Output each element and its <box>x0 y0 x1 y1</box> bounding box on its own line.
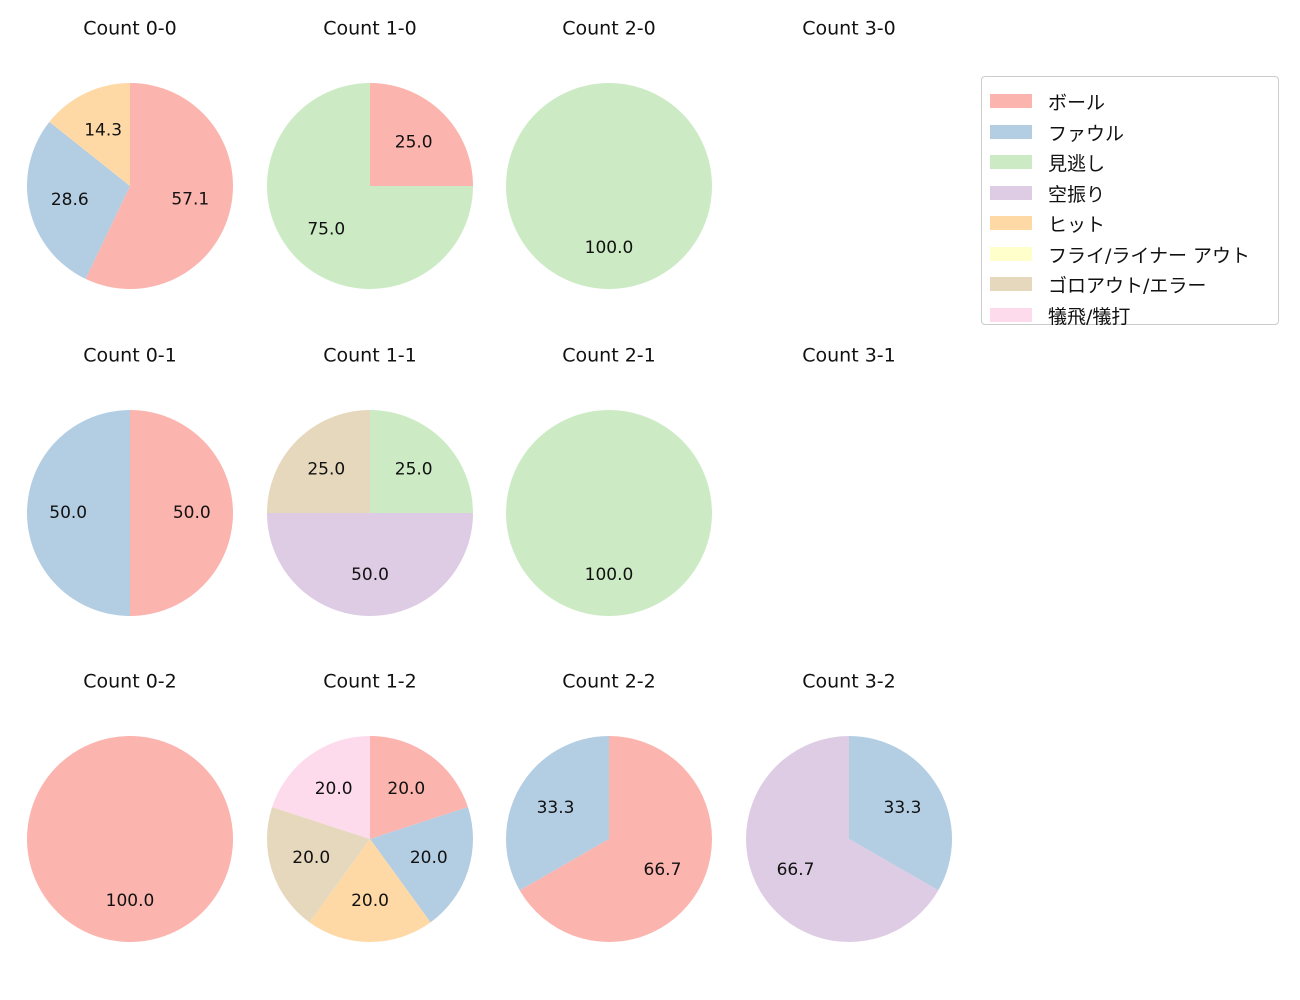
pie-title: Count 2-1 <box>562 345 656 367</box>
pie-data-label: 20.0 <box>410 848 448 868</box>
pie-title: Count 0-2 <box>83 671 177 693</box>
pie-slice-looking <box>267 83 473 289</box>
legend-label: 見逃し <box>1048 153 1106 175</box>
pie-slice-ball <box>85 83 233 290</box>
legend-item-ball: ボール <box>982 85 1278 115</box>
pie-data-label: 50.0 <box>49 503 87 523</box>
pie-slice-sacrifice <box>272 736 370 839</box>
legend-item-swinging: 空振り <box>982 177 1278 207</box>
pie-slice-foul <box>849 736 952 891</box>
pie-slice-hit <box>49 83 131 186</box>
pie-chart: Count 3-0 <box>802 18 896 40</box>
pie-data-label: 66.7 <box>644 860 682 880</box>
pie-chart: Count 2-0 100.0 <box>506 18 712 289</box>
legend-label: ボール <box>1048 92 1106 114</box>
pie-chart: Count 1-1 25.0 50.0 25.0 <box>267 345 473 616</box>
pie-slice-swinging <box>746 736 939 943</box>
pie-data-label: 14.3 <box>84 120 122 140</box>
pie-chart: Count 3-2 33.3 66.7 <box>746 671 952 943</box>
legend-label: 犠飛/犠打 <box>1048 305 1131 328</box>
pie-slice-ball <box>370 83 473 186</box>
pie-data-label: 57.1 <box>171 190 209 210</box>
pie-data-label: 20.0 <box>351 891 389 911</box>
legend-swatch <box>990 277 1032 291</box>
pie-chart: Count 3-1 <box>802 345 896 367</box>
pie-title: Count 3-1 <box>802 345 896 367</box>
pie-slice-groundout <box>267 807 370 923</box>
pie-title: Count 0-0 <box>83 18 177 40</box>
legend-item-hit: ヒット <box>982 207 1278 237</box>
pie-slice-foul <box>27 121 131 279</box>
legend-swatch <box>990 246 1032 261</box>
pie-slice-foul <box>370 807 474 923</box>
pie-data-label: 50.0 <box>351 565 389 585</box>
pie-title: Count 1-2 <box>323 671 417 693</box>
pie-title: Count 0-1 <box>83 345 177 367</box>
pie-data-label: 33.3 <box>884 798 922 818</box>
legend-label: フライ/ライナー アウト <box>1048 244 1251 267</box>
pie-slice-ball <box>370 736 468 839</box>
legend-item-sacrifice: 犠飛/犠打 <box>982 299 1278 329</box>
pie-title: Count 3-0 <box>802 18 896 40</box>
pie-data-label: 20.0 <box>292 848 330 868</box>
pie-slice-groundout <box>267 410 370 513</box>
pie-slice-ball <box>519 736 712 942</box>
legend-swatch <box>990 216 1032 230</box>
pie-slice-foul <box>27 410 130 616</box>
pie-slice-swinging <box>267 513 473 616</box>
pie-slice-hit <box>309 839 431 942</box>
pie-chart: Count 1-2 20.0 20.0 20.0 20.0 20.0 <box>267 671 474 942</box>
pie-chart: Count 0-0 57.1 28.6 14.3 <box>27 18 233 290</box>
legend-swatch <box>990 155 1032 169</box>
pie-data-label: 25.0 <box>395 132 433 152</box>
pie-chart: Count 1-0 25.0 75.0 <box>267 18 473 289</box>
legend-item-groundout: ゴロアウト/エラー <box>982 268 1278 298</box>
pie-slice-looking <box>370 410 473 513</box>
pie-data-label: 75.0 <box>307 220 345 240</box>
pie-data-label: 25.0 <box>395 459 433 479</box>
pie-slice-foul <box>506 736 609 891</box>
pie-chart: Count 2-2 66.7 33.3 <box>506 671 712 942</box>
pie-slice-ball <box>130 410 233 616</box>
pie-data-label: 33.3 <box>537 798 575 818</box>
pie-chart: Count 0-1 50.0 50.0 <box>27 345 233 616</box>
pie-data-label: 66.7 <box>777 860 815 880</box>
pie-title: Count 2-0 <box>562 18 656 40</box>
pie-data-label: 28.6 <box>51 190 89 210</box>
pie-data-label: 25.0 <box>307 459 345 479</box>
pie-chart: Count 2-1 100.0 <box>506 345 712 616</box>
pie-data-label: 20.0 <box>387 779 425 799</box>
legend-label: ヒット <box>1048 214 1106 236</box>
pie-data-label: 50.0 <box>173 503 211 523</box>
legend: ボールファウル見逃し空振りヒットフライ/ライナー アウト ゴロアウト/エラー 犠飛/… <box>981 76 1279 328</box>
pie-slice-ball <box>27 736 233 942</box>
pie-chart: Count 0-2 100.0 <box>27 671 233 942</box>
legend-label: ファウル <box>1048 122 1125 145</box>
legend-label: 空振り <box>1048 183 1106 206</box>
pie-slice-looking <box>506 410 712 616</box>
legend-label: ゴロアウト/エラー <box>1048 275 1207 297</box>
pie-data-label: 100.0 <box>585 565 634 585</box>
pie-slice-looking <box>506 83 712 289</box>
pie-title: Count 1-0 <box>323 18 417 40</box>
legend-swatch <box>990 124 1032 139</box>
legend-swatch <box>990 185 1032 200</box>
pie-data-label: 100.0 <box>106 891 155 911</box>
pie-data-label: 100.0 <box>585 238 634 258</box>
legend-item-looking: 見逃し <box>982 146 1278 176</box>
legend-swatch <box>990 94 1032 108</box>
pie-title: Count 2-2 <box>562 671 656 693</box>
legend-item-foul: ファウル <box>982 116 1278 146</box>
pie-title: Count 3-2 <box>802 671 896 693</box>
pie-data-label: 20.0 <box>315 779 353 799</box>
legend-swatch <box>990 307 1032 322</box>
pie-title: Count 1-1 <box>323 345 417 367</box>
legend-item-flyout: フライ/ライナー アウト <box>982 238 1278 268</box>
